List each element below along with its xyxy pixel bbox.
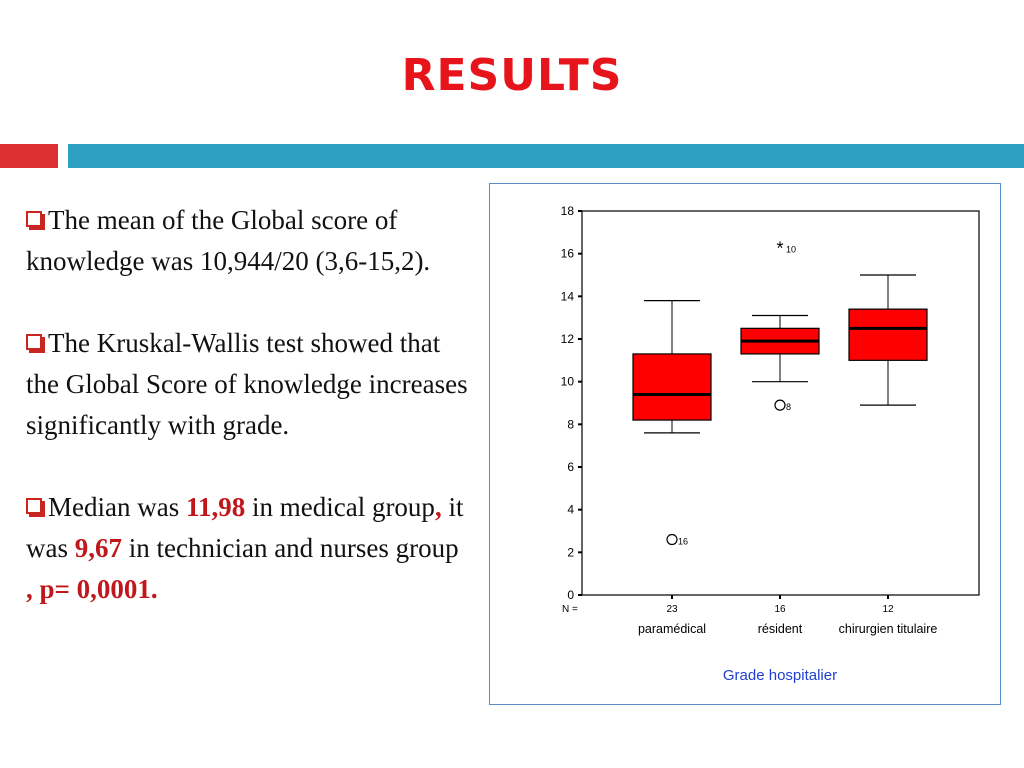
bullet-text: The mean of the Global score of knowledg… (26, 205, 431, 276)
category-label: chirurgien titulaire (839, 622, 938, 636)
y-tick-label: 14 (561, 289, 575, 303)
box-iqr (632, 353, 712, 421)
bullet-item: The mean of the Global score of knowledg… (26, 200, 471, 282)
y-tick-label: 8 (567, 417, 574, 431)
outlier-circle (666, 533, 678, 546)
header-accent-red (0, 144, 58, 168)
outlier-label: 16 (678, 537, 688, 547)
y-tick-label: 16 (561, 247, 575, 261)
bullet-text: The Kruskal-Wallis test showed that the … (26, 328, 468, 440)
slide-title: RESULTS (401, 50, 623, 101)
outlier-star: * (776, 238, 783, 258)
bullet-text: it was (26, 492, 464, 563)
bullet-list: The mean of the Global score of knowledg… (26, 200, 471, 651)
y-tick-label: 18 (561, 204, 575, 218)
bullet-text: in medical group (245, 492, 435, 522)
n-value: 23 (666, 604, 678, 615)
outlier-label: 10 (786, 244, 796, 254)
y-tick-label: 12 (561, 332, 575, 346)
checkbox-bullet-icon (26, 211, 42, 227)
y-tick-label: 10 (561, 375, 575, 389)
header-accent-teal (68, 144, 1024, 168)
box-iqr (848, 308, 928, 361)
outlier-circle (774, 399, 786, 411)
bullet-text: in technician and nurses group (122, 533, 459, 563)
checkbox-bullet-icon (26, 334, 42, 350)
n-value: 12 (882, 604, 894, 615)
bullet-text: Median was (48, 492, 186, 522)
n-label: N = (562, 604, 578, 615)
category-label: résident (758, 622, 803, 636)
y-tick-label: 6 (567, 460, 574, 474)
y-tick-label: 0 (567, 588, 574, 602)
bullet-item: The Kruskal-Wallis test showed that the … (26, 323, 471, 446)
highlighted-text: 11,98 (185, 492, 246, 522)
y-tick-label: 2 (567, 545, 574, 559)
highlighted-text: 9,67 (74, 533, 122, 563)
checkbox-bullet-icon (26, 498, 42, 514)
highlighted-text: , (434, 492, 442, 522)
x-axis-title: Grade hospitalier (723, 667, 837, 684)
outlier-label: 8 (786, 402, 791, 412)
chart-frame: 0 2 4 6 8 10 12 14 16 18 N = 16 23 paramédical 8 * 10 16 r… (489, 183, 1001, 705)
category-label: paramédical (638, 622, 706, 636)
highlighted-text: , p= 0,0001. (26, 574, 158, 604)
bullet-item: Median was 11,98 in medical group, it wa… (26, 487, 471, 610)
y-tick-label: 4 (567, 503, 574, 517)
n-value: 16 (774, 604, 786, 615)
